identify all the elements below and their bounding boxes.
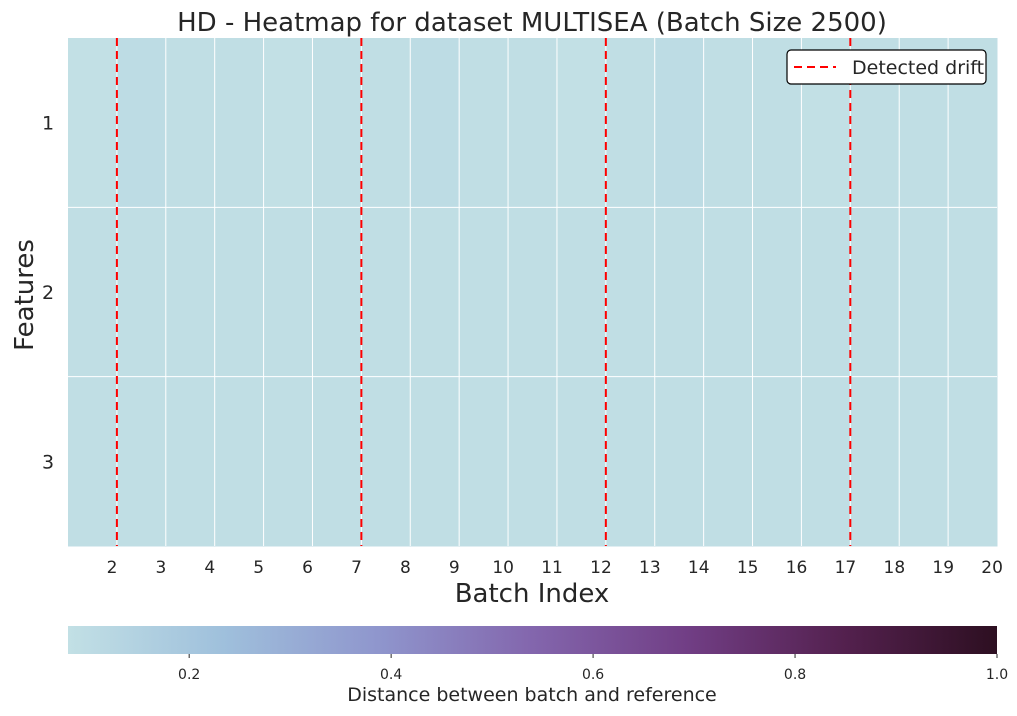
colorbar-tick-label: 0.2 [178,667,200,683]
heatmap-cell [850,376,900,547]
legend-drift-label: Detected drift [852,57,984,79]
heatmap-cell [68,38,118,208]
y-tick-labels: 1 2 3 [42,113,54,474]
heatmap-cell [508,38,558,208]
heatmap-cell [263,38,313,208]
colorbar-tick-label: 0.6 [582,667,604,683]
heatmap-cell [116,207,167,378]
heatmap-cell [605,376,656,547]
heatmap-cell [116,38,167,208]
x-tick-label: 3 [155,558,166,578]
heatmap-cell [165,376,216,547]
x-tick-label: 17 [835,558,857,578]
heatmap-cell [605,38,656,208]
heatmap-cell [361,38,411,208]
heatmap-cells [68,38,998,547]
heatmap-cell [654,376,705,547]
heatmap-cell [263,207,313,378]
heatmap-cell [654,207,705,378]
legend: Detected drift [786,49,987,85]
heatmap-cell [703,207,754,378]
colorbar-tick-label: 1.0 [986,667,1008,683]
heatmap-cell [752,207,802,378]
heatmap-cell [459,376,509,547]
y-axis-label: Features [10,239,40,351]
x-axis-label: Batch Index [455,579,610,609]
chart-title: HD - Heatmap for dataset MULTISEA (Batch… [177,8,887,38]
x-tick-label: 20 [981,558,1003,578]
heatmap-cell [605,207,656,378]
heatmap-cell [312,376,362,547]
heatmap-cell [410,207,460,378]
heatmap-cell [410,376,460,547]
drift-lines [115,38,852,546]
heatmap-cell [312,207,362,378]
y-tick-label: 2 [42,282,54,304]
x-tick-label: 10 [492,558,514,578]
x-tick-label: 2 [107,558,118,578]
x-tick-label: 8 [400,558,411,578]
heatmap-cell [214,376,265,547]
heatmap-cell [263,376,313,547]
x-tick-label: 14 [688,558,710,578]
heatmap-cell [68,376,118,547]
heatmap-cell [361,207,411,378]
x-tick-label: 11 [541,558,563,578]
x-tick-label: 16 [786,558,808,578]
colorbar-tick-label: 0.4 [380,667,402,683]
heatmap-cell [556,207,607,378]
x-tick-label: 15 [737,558,759,578]
x-tick-label: 6 [302,558,313,578]
heatmap-cell [752,376,802,547]
heatmap-cell [165,207,216,378]
heatmap-cell [948,376,998,547]
heatmap-cell [556,38,607,208]
heatmap-cell [899,376,949,547]
heatmap-cell [654,38,705,208]
heatmap-cell [410,38,460,208]
x-tick-labels: 2 3 4 5 6 7 8 9 10 11 12 13 14 15 16 17 18 19 20 [107,558,1003,578]
heatmap-cell [508,207,558,378]
colorbar-tick-label: 0.8 [784,667,806,683]
heatmap-cell [459,207,509,378]
x-tick-label: 9 [449,558,460,578]
heatmap-cell [68,207,118,378]
x-tick-label: 18 [884,558,906,578]
y-tick-label: 3 [42,451,54,473]
heatmap-cell [703,38,754,208]
heatmap-cell [948,207,998,378]
x-tick-label: 5 [253,558,264,578]
heatmap-cell [508,376,558,547]
x-tick-label: 13 [639,558,661,578]
colorbar-label: Distance between batch and reference [347,684,717,706]
heatmap-cell [312,38,362,208]
heatmap-cell [556,376,607,547]
legend-box [786,49,987,85]
heatmap-cell [214,207,265,378]
colorbar-ticks: 0.2 0.4 0.6 0.8 1.0 [178,654,1008,683]
colorbar [68,626,997,654]
heatmap-cell [801,376,851,547]
heatmap-cell [703,376,754,547]
heatmap-cell [165,38,216,208]
x-tick-label: 7 [351,558,362,578]
heatmap-cell [459,38,509,208]
x-tick-label: 4 [204,558,215,578]
heatmap-cell [116,376,167,547]
y-tick-label: 1 [42,113,54,135]
heatmap-cell [850,207,900,378]
heatmap-cell [899,207,949,378]
heatmap-cell [801,207,851,378]
heatmap-cell [214,38,265,208]
x-tick-label: 19 [932,558,954,578]
heatmap-cell [361,376,411,547]
x-tick-label: 12 [590,558,612,578]
